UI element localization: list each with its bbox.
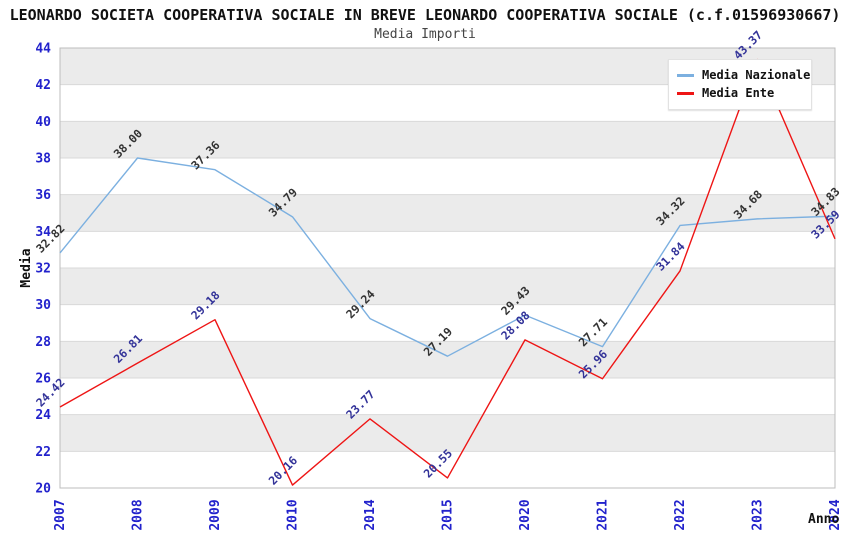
- y-tick-label: 26: [35, 372, 51, 387]
- series-line-media-nazionale: [59, 157, 836, 357]
- y-tick-label: 36: [35, 188, 51, 203]
- y-tick-label: 38: [35, 152, 51, 167]
- series-line-media-ente: [59, 58, 836, 486]
- plot-band: [60, 231, 835, 268]
- plot-band: [60, 341, 835, 378]
- y-tick-label: 22: [35, 445, 51, 460]
- x-tick-label: 2014: [363, 499, 378, 530]
- x-tick-label: 2015: [441, 499, 456, 530]
- legend-swatch-media-nazionale-icon: [677, 73, 694, 77]
- plot-band: [60, 378, 835, 415]
- y-tick-label: 42: [35, 78, 51, 93]
- y-axis-title: Media: [19, 248, 34, 287]
- legend-label-media-ente: Media Ente: [702, 86, 775, 100]
- plot-band: [60, 304, 835, 342]
- plot-band: [60, 121, 835, 158]
- chart-subtitle: Media Importi: [374, 27, 476, 42]
- x-tick-label: 2022: [673, 499, 688, 530]
- chart-title: LEONARDO SOCIETA COOPERATIVA SOCIALE IN …: [9, 6, 841, 24]
- y-tick-label: 28: [35, 335, 51, 350]
- y-tick-label: 30: [35, 298, 51, 313]
- x-tick-label: 2008: [131, 499, 146, 530]
- plot-band: [60, 451, 835, 488]
- x-axis-title: Anno: [808, 512, 839, 527]
- x-tick-label: 2007: [53, 499, 68, 530]
- y-tick-label: 34: [35, 225, 51, 240]
- y-tick-label: 32: [35, 262, 51, 277]
- plot-band: [60, 158, 835, 195]
- plot-band: [60, 194, 835, 232]
- y-tick-label: 20: [35, 482, 51, 497]
- y-tick-label: 40: [35, 115, 51, 130]
- legend: Media Nazionale Media Ente: [668, 59, 812, 110]
- plot-border: [59, 47, 836, 489]
- x-tick-label: 2023: [751, 499, 766, 530]
- legend-item-media-nazionale: Media Nazionale: [677, 66, 810, 84]
- y-tick-label: 44: [35, 42, 51, 57]
- y-tick-label: 24: [35, 408, 51, 423]
- x-tick-label: 2009: [208, 499, 223, 530]
- x-tick-label: 2020: [518, 499, 533, 530]
- x-tick-label: 2024: [828, 499, 843, 530]
- x-tick-label: 2021: [596, 499, 611, 530]
- x-tick-label: 2010: [286, 499, 301, 530]
- legend-item-media-ente: Media Ente: [677, 84, 803, 102]
- plot-band: [60, 414, 835, 452]
- plot-band: [60, 268, 835, 305]
- legend-label-media-nazionale: Media Nazionale: [702, 68, 811, 82]
- legend-swatch-media-ente-icon: [677, 91, 694, 95]
